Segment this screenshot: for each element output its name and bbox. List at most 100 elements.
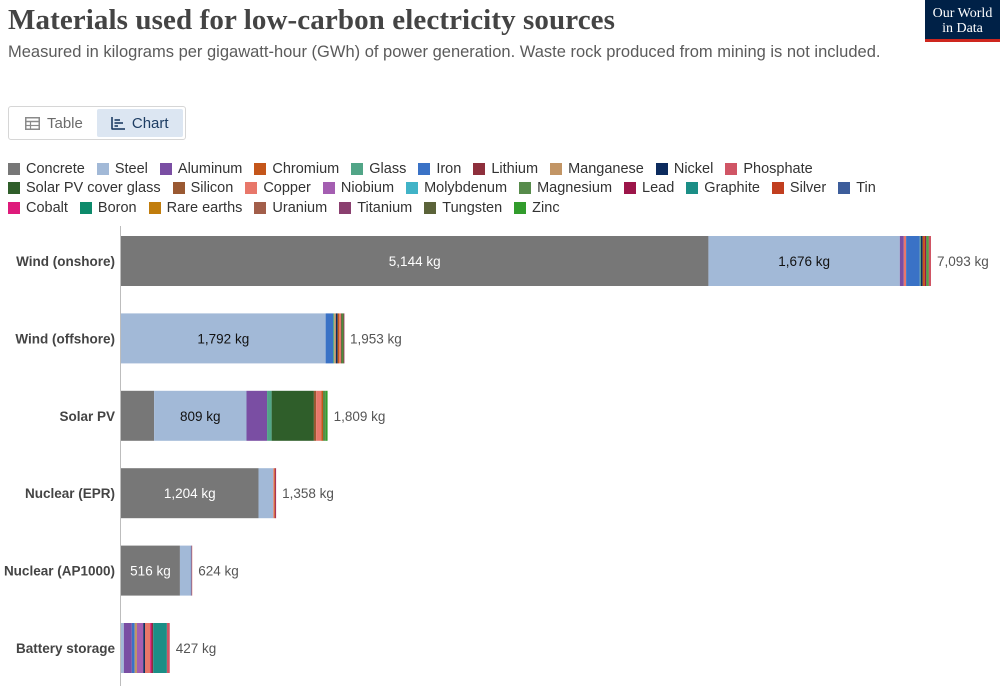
bar-segment[interactable]	[121, 623, 124, 673]
bar-segment[interactable]	[927, 236, 929, 286]
bar-segment[interactable]	[267, 390, 272, 441]
owid-logo[interactable]: Our World in Data	[925, 0, 1000, 42]
bar-segment[interactable]	[131, 623, 135, 673]
bar-segment[interactable]	[246, 390, 268, 441]
bar-segment[interactable]	[166, 623, 170, 673]
bar-segment[interactable]	[134, 623, 137, 673]
bar-segment[interactable]	[275, 468, 277, 519]
legend-item[interactable]: Tungsten	[424, 200, 502, 216]
bar-segment[interactable]	[323, 390, 326, 441]
bar-segment[interactable]	[154, 390, 247, 441]
bar-segment[interactable]	[143, 623, 145, 673]
legend-item[interactable]: Concrete	[8, 161, 85, 177]
total-label: 1,809 kg	[334, 409, 386, 424]
tab-table[interactable]: Table	[11, 109, 97, 137]
bar-segment[interactable]	[333, 313, 335, 364]
legend-item[interactable]: Rare earths	[148, 200, 242, 216]
legend-item[interactable]: Uranium	[254, 200, 327, 216]
bar-segment[interactable]	[337, 313, 340, 364]
legend-item[interactable]: Silicon	[172, 180, 233, 196]
legend-item[interactable]: Chromium	[254, 161, 339, 177]
bar-segment[interactable]	[342, 313, 344, 364]
bar-segment[interactable]	[190, 545, 192, 596]
category-label: Wind (onshore)	[16, 254, 115, 269]
bar-segment[interactable]	[903, 236, 907, 286]
bar-segment[interactable]	[144, 623, 151, 673]
bar-segment[interactable]	[150, 623, 152, 673]
legend-swatch	[655, 162, 668, 175]
legend-row: Solar PV cover glass Silicon Copper Niobium…	[8, 179, 998, 199]
bar-segment[interactable]	[339, 313, 342, 364]
bar-segment[interactable]	[343, 313, 345, 364]
legend-label: Concrete	[26, 160, 85, 177]
legend-item[interactable]: Aluminum	[159, 160, 243, 177]
bar-segment[interactable]	[121, 313, 326, 364]
legend-item[interactable]: Phosphate	[725, 161, 813, 177]
bar-segment[interactable]	[321, 390, 324, 441]
bar-segment[interactable]	[334, 313, 336, 364]
legend-item[interactable]: Magnesium	[519, 180, 612, 196]
legend-item[interactable]: Silver	[771, 180, 827, 197]
legend-item[interactable]: Lithium	[473, 161, 538, 177]
bar-segment[interactable]	[899, 236, 904, 286]
bar-segment[interactable]	[121, 545, 180, 596]
legend-item[interactable]: Cobalt	[8, 200, 68, 216]
bar-segment[interactable]	[325, 313, 334, 364]
legend-item[interactable]: Steel	[96, 161, 148, 177]
legend-swatch	[406, 182, 419, 195]
bar-segment[interactable]	[258, 468, 274, 519]
bar-segment[interactable]	[325, 390, 328, 441]
bar-segment[interactable]	[922, 236, 925, 286]
legend-label: Lead	[642, 180, 675, 197]
bar-segment[interactable]	[271, 390, 314, 441]
legend-swatch	[245, 182, 258, 195]
bar-segment[interactable]	[274, 468, 276, 519]
bar-segment[interactable]	[123, 623, 132, 673]
legend-item[interactable]: Tin	[838, 180, 876, 196]
bar-segment[interactable]	[926, 236, 928, 286]
bar-segment[interactable]	[341, 313, 343, 364]
legend-item[interactable]: Lead	[624, 180, 674, 196]
total-label: 7,093 kg	[937, 254, 989, 269]
legend-item[interactable]: Solar PV cover glass	[8, 180, 161, 196]
legend-item[interactable]: Iron	[418, 161, 461, 177]
bar-segment[interactable]	[906, 236, 920, 286]
legend-item[interactable]: Niobium	[322, 180, 394, 196]
bar-segment[interactable]	[151, 623, 154, 673]
logo-line-2: in Data	[942, 21, 983, 36]
bar-segment[interactable]	[313, 390, 317, 441]
legend-label: Silver	[789, 180, 827, 197]
tab-chart[interactable]: Chart	[96, 109, 183, 137]
bar-segment[interactable]	[335, 313, 338, 364]
bar-segment[interactable]	[121, 468, 259, 519]
bar-segment[interactable]	[928, 236, 931, 286]
legend-item[interactable]: Molybdenum	[406, 180, 507, 196]
bar-segment[interactable]	[191, 545, 193, 596]
bar-segment[interactable]	[121, 390, 155, 441]
legend-label: Manganese	[568, 160, 644, 177]
chart-subtitle: Measured in kilograms per gigawatt-hour …	[8, 43, 881, 61]
legend-item[interactable]: Nickel	[655, 161, 713, 177]
legend-label: Aluminum	[177, 160, 243, 177]
bar-segment[interactable]	[179, 545, 191, 596]
legend-item[interactable]: Copper	[245, 180, 311, 196]
category-label: Battery storage	[16, 641, 116, 656]
bar-segment[interactable]	[136, 623, 144, 673]
legend-item[interactable]: Glass	[351, 161, 406, 177]
bar-segment[interactable]	[121, 236, 709, 286]
legend-item[interactable]: Manganese	[550, 161, 644, 177]
legend-item[interactable]: Zinc	[514, 200, 560, 216]
bar-segment[interactable]	[919, 236, 921, 286]
bar-segment[interactable]	[316, 390, 322, 441]
bar-segment[interactable]	[273, 468, 275, 519]
legend-item[interactable]: Boron	[79, 200, 137, 216]
bar-segment[interactable]	[153, 623, 167, 673]
legend-swatch	[8, 162, 20, 175]
legend-item[interactable]: Graphite	[686, 180, 760, 196]
legend-item[interactable]: Titanium	[339, 200, 412, 216]
legend-swatch	[172, 182, 185, 195]
bar-segment[interactable]	[708, 236, 900, 286]
total-label: 1,358 kg	[282, 486, 334, 501]
bar-segment[interactable]	[920, 236, 923, 286]
bar-segment[interactable]	[924, 236, 927, 286]
